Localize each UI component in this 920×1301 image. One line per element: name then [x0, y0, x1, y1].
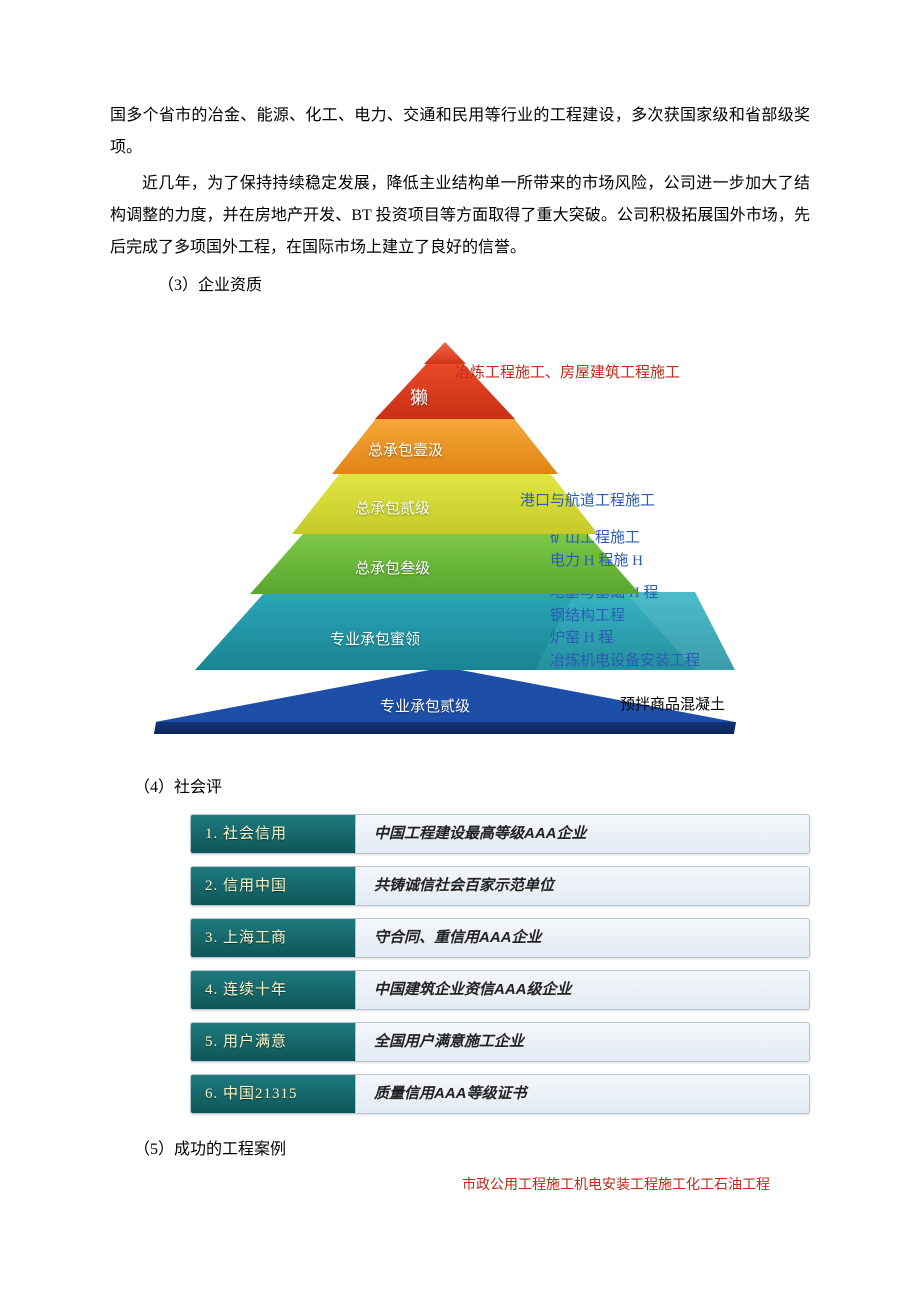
eval-tag-5: 5. 用户满意	[191, 1023, 356, 1061]
paragraph-prev-continuation: 国多个省市的冶金、能源、化工、电力、交通和民用等行业的工程建设，多次获国家级和省…	[110, 100, 810, 164]
pyramid-layer-6-label: 专业承包贰级	[380, 692, 470, 722]
footer-project-types: 市政公用工程施工机电安装工程施工化工石油工程	[110, 1172, 810, 1200]
eval-row: 3. 上海工商 守合同、重信用AAA企业	[190, 918, 810, 958]
eval-desc-3: 守合同、重信用AAA企业	[356, 919, 809, 957]
qualification-pyramid: 专业承包贰级 预拌商品混凝土 专业承包蜜领 地基与基础 H 程 钢结构工程 炉窑…	[120, 332, 800, 762]
pyramid-layer-6-side: 预拌商品混凝土	[620, 694, 725, 717]
eval-row: 1. 社会信用 中国工程建设最高等级AAA企业	[190, 814, 810, 854]
pyramid-layer-6-base	[154, 722, 736, 734]
pyramid-layer-4-label: 总承包叁级	[355, 554, 430, 584]
eval-row: 6. 中国21315 质量信用AAA等级证书	[190, 1074, 810, 1114]
pyramid-apex	[424, 342, 466, 364]
eval-desc-6: 质量信用AAA等级证书	[356, 1075, 809, 1113]
pyramid-layer-1-label: 獭	[410, 380, 428, 416]
pyramid-layer-3-label: 总承包贰级	[355, 494, 430, 524]
eval-row: 4. 连续十年 中国建筑企业资信AAA级企业	[190, 970, 810, 1010]
eval-tag-3: 3. 上海工商	[191, 919, 356, 957]
eval-desc-5: 全国用户满意施工企业	[356, 1023, 809, 1061]
pyramid-layer-2	[332, 417, 558, 474]
pyramid-layer-5-label: 专业承包蜜领	[330, 625, 420, 655]
eval-desc-1: 中国工程建设最高等级AAA企业	[356, 815, 809, 853]
social-evaluation-list: 1. 社会信用 中国工程建设最高等级AAA企业 2. 信用中国 共铸诚信社会百家…	[190, 814, 810, 1114]
eval-desc-2: 共铸诚信社会百家示范单位	[356, 867, 809, 905]
eval-row: 2. 信用中国 共铸诚信社会百家示范单位	[190, 866, 810, 906]
pyramid-layer-1-side: 冶炼工程施工、房屋建筑工程施工	[455, 362, 680, 385]
section-3-label: （3）企业资质	[110, 270, 810, 302]
eval-tag-1: 1. 社会信用	[191, 815, 356, 853]
section-5-label: （5）成功的工程案例	[110, 1134, 810, 1166]
section-4-label: （4）社会评	[110, 772, 810, 804]
eval-row: 5. 用户满意 全国用户满意施工企业	[190, 1022, 810, 1062]
pyramid-layer-3-side: 港口与航道工程施工	[520, 490, 655, 513]
eval-tag-6: 6. 中国21315	[191, 1075, 356, 1113]
pyramid-layer-2-label: 总承包壹汲	[368, 436, 443, 466]
pyramid-layer-5-side: 地基与基础 H 程 钢结构工程 炉窑 H 程 冶炼机电设备安装工程	[550, 582, 700, 672]
paragraph-recent-years: 近几年，为了保持持续稳定发展，降低主业结构单一所带来的市场风险，公司进一步加大了…	[110, 168, 810, 264]
eval-desc-4: 中国建筑企业资信AAA级企业	[356, 971, 809, 1009]
eval-tag-4: 4. 连续十年	[191, 971, 356, 1009]
eval-tag-2: 2. 信用中国	[191, 867, 356, 905]
